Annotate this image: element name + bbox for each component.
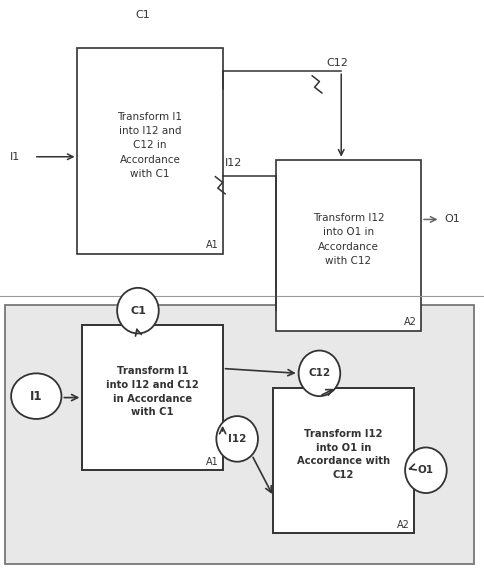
Text: I12: I12 [228, 434, 246, 444]
Ellipse shape [11, 373, 61, 419]
Bar [276, 160, 421, 331]
Text: A2: A2 [397, 520, 410, 530]
Text: O1: O1 [418, 465, 434, 475]
Text: A2: A2 [404, 317, 417, 327]
Text: I1: I1 [30, 390, 43, 402]
Text: A1: A1 [206, 457, 219, 467]
Text: I1: I1 [10, 152, 20, 162]
Ellipse shape [405, 447, 447, 493]
Ellipse shape [117, 288, 159, 333]
Bar [273, 388, 414, 533]
Text: C1: C1 [136, 10, 150, 20]
Text: I12: I12 [225, 158, 242, 168]
Bar [5, 305, 474, 564]
Text: A1: A1 [206, 240, 219, 250]
Text: C12: C12 [327, 58, 348, 68]
Text: Transform I12
into O1 in
Accordance with
C12: Transform I12 into O1 in Accordance with… [297, 429, 390, 480]
Text: Transform I12
into O1 in
Accordance
with C12: Transform I12 into O1 in Accordance with… [313, 213, 384, 266]
Bar [82, 325, 223, 470]
Text: Transform I1
into I12 and
C12 in
Accordance
with C1: Transform I1 into I12 and C12 in Accorda… [118, 112, 182, 179]
Bar [77, 48, 223, 254]
Text: Transform I1
into I12 and C12
in Accordance
with C1: Transform I1 into I12 and C12 in Accorda… [106, 367, 199, 417]
Text: C12: C12 [308, 368, 331, 378]
Ellipse shape [216, 416, 258, 462]
Text: O1: O1 [444, 214, 460, 225]
Ellipse shape [299, 351, 340, 396]
Text: C1: C1 [130, 306, 146, 316]
